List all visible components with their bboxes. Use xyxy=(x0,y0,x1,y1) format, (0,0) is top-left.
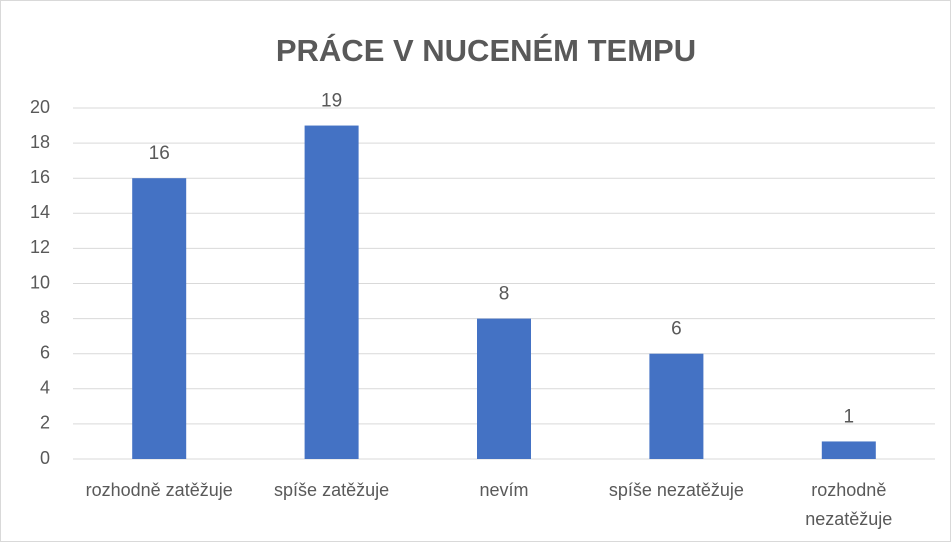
data-label: 6 xyxy=(671,319,682,340)
y-tick-label: 12 xyxy=(30,237,50,257)
data-label: 8 xyxy=(499,284,510,305)
y-tick-label: 0 xyxy=(40,448,50,468)
bar xyxy=(821,441,876,459)
y-tick-label: 6 xyxy=(40,342,50,362)
x-tick-label: rozhodně zatěžuje xyxy=(85,480,233,500)
y-tick-label: 2 xyxy=(40,413,50,433)
x-tick-label: spíše nezatěžuje xyxy=(608,480,744,500)
x-tick-label: spíše zatěžuje xyxy=(274,480,390,500)
x-tick-label: nevím xyxy=(479,480,529,500)
y-tick-label: 16 xyxy=(30,167,50,187)
data-label: 19 xyxy=(321,91,342,112)
data-label: 1 xyxy=(844,406,855,427)
bar xyxy=(649,353,704,459)
y-tick-label: 14 xyxy=(30,202,50,222)
y-tick-label: 4 xyxy=(40,378,50,398)
bar xyxy=(132,178,187,459)
y-tick-label: 10 xyxy=(30,272,50,292)
bar xyxy=(304,125,359,460)
data-label: 16 xyxy=(149,143,170,164)
chart-title: PRÁCE V NUCENÉM TEMPU xyxy=(276,33,696,68)
y-tick-label: 20 xyxy=(30,97,50,117)
x-tick-label: rozhodně nezatěžuje xyxy=(805,480,893,529)
bar xyxy=(477,318,531,459)
y-tick-label: 8 xyxy=(40,307,50,327)
y-tick-label: 18 xyxy=(30,132,50,152)
